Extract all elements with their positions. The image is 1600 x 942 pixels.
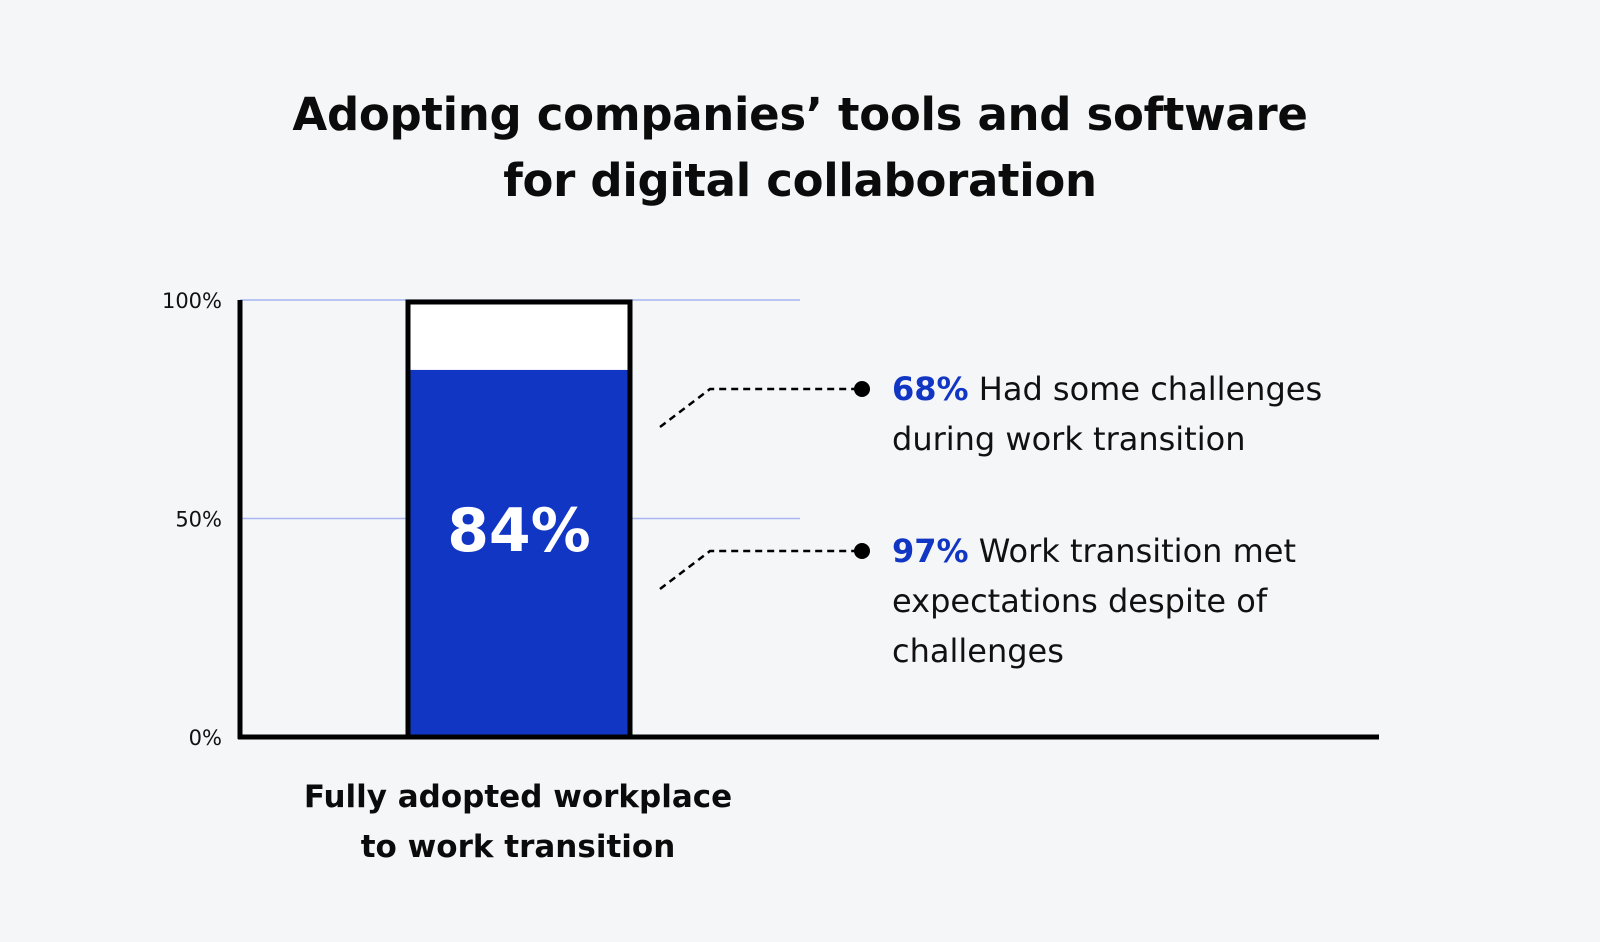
connectors [659, 381, 870, 590]
annotation-68-line-1: 68% Had some challenges [892, 364, 1592, 414]
annotation-97-value: 97% [892, 532, 969, 570]
chart-title-line-1: Adopting companies’ tools and software [292, 88, 1308, 141]
annotation-68-value: 68% [892, 370, 969, 408]
bar-data-label: 84% [447, 496, 591, 566]
y-axis-ticks: 0% 50% 100% [162, 289, 222, 750]
x-axis-label-line-2: to work transition [360, 829, 676, 865]
annotation-97-line-1: 97% Work transition met [892, 526, 1592, 576]
annotation-68-line-2: during work transition [892, 420, 1246, 458]
x-axis-label-line-1: Fully adopted workplace [303, 779, 733, 815]
annotation-68-text: Had some challenges [968, 370, 1323, 408]
chart-title: Adopting companies’ tools and software f… [0, 82, 1600, 214]
bars: 84% [405, 299, 633, 740]
connector-line-2 [659, 549, 860, 590]
bar-value [410, 369, 628, 737]
annotation-68: 68% Had some challenges during work tran… [892, 364, 1592, 464]
chart-title-line-2: for digital collaboration [503, 154, 1097, 207]
connector-dot-2 [854, 543, 870, 559]
annotation-97-text: Work transition met [968, 532, 1296, 570]
annotation-97-line-3: challenges [892, 632, 1064, 670]
connector-line-1 [659, 387, 860, 428]
y-tick-label-0: 0% [189, 726, 222, 750]
connector-dot-1 [854, 381, 870, 397]
annotation-97: 97% Work transition met expectations des… [892, 526, 1592, 676]
annotation-97-line-2: expectations despite of [892, 582, 1268, 620]
x-axis-category-label: Fully adopted workplace to work transiti… [268, 772, 768, 872]
y-tick-label-100: 100% [162, 289, 222, 313]
y-tick-label-50: 50% [175, 508, 222, 532]
